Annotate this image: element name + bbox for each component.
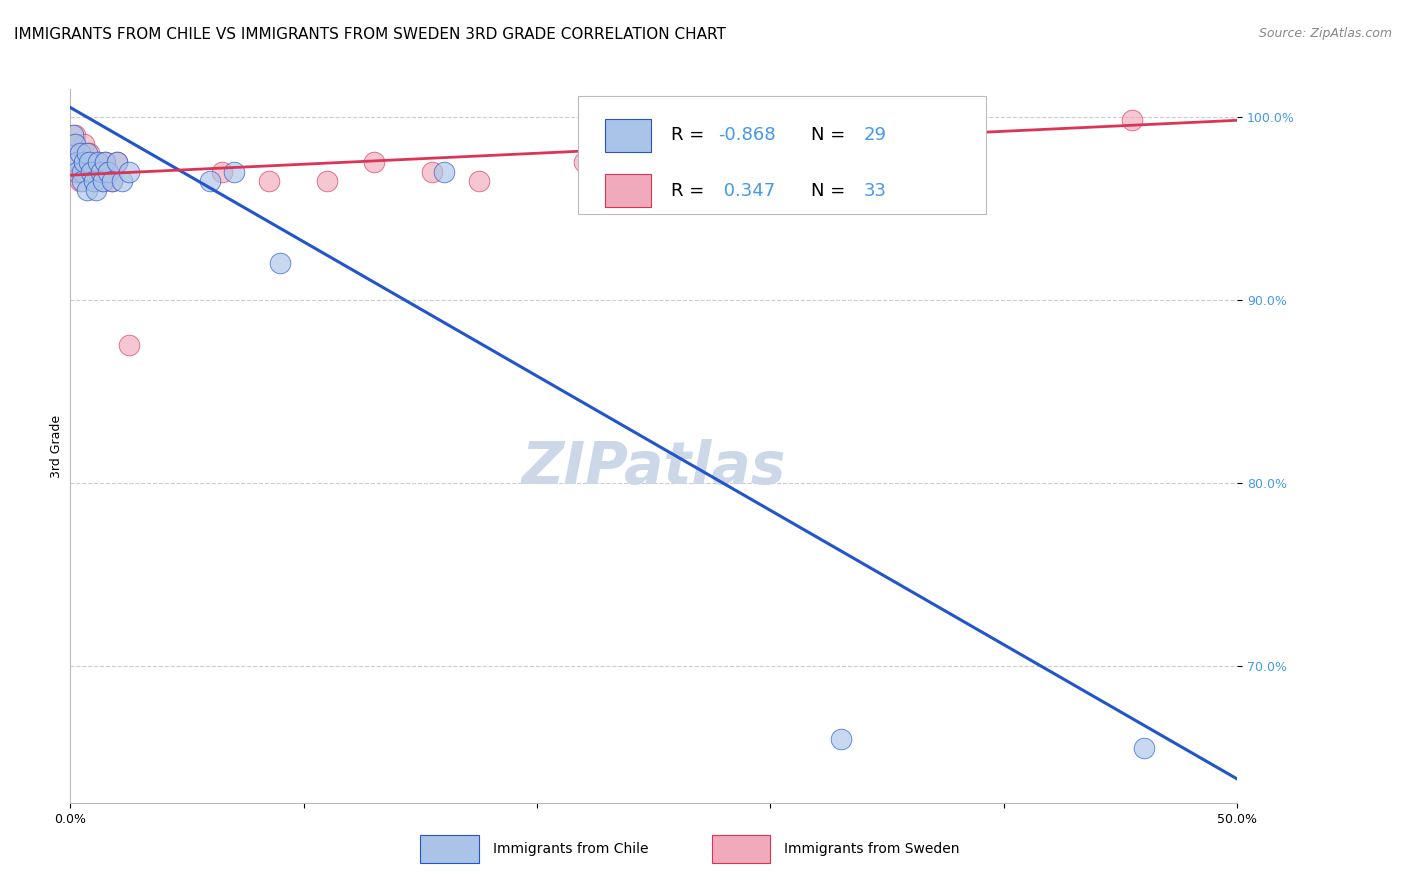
Text: 0.347: 0.347	[718, 182, 775, 200]
Point	[257, 174, 280, 188]
Text: 33: 33	[863, 182, 887, 200]
Point	[689, 174, 711, 188]
Point	[467, 174, 491, 188]
Text: R =: R =	[671, 127, 710, 145]
FancyBboxPatch shape	[605, 119, 651, 152]
Point	[101, 174, 124, 188]
Text: Immigrants from Sweden: Immigrants from Sweden	[785, 842, 960, 856]
Text: N =: N =	[811, 127, 851, 145]
Point	[66, 155, 89, 169]
Point	[63, 137, 86, 152]
Point	[118, 164, 141, 178]
Point	[69, 174, 91, 188]
Text: -0.868: -0.868	[718, 127, 776, 145]
Point	[572, 155, 595, 169]
Point	[97, 164, 120, 178]
Point	[316, 174, 339, 188]
Point	[91, 174, 114, 188]
FancyBboxPatch shape	[605, 174, 651, 207]
Point	[66, 164, 89, 178]
Point	[80, 164, 103, 178]
Point	[118, 338, 141, 352]
Point	[87, 155, 110, 169]
Point	[76, 146, 98, 161]
Point	[97, 164, 120, 178]
Point	[830, 731, 852, 746]
Point	[631, 164, 654, 178]
Point	[84, 155, 107, 169]
Point	[66, 155, 89, 169]
Point	[73, 137, 96, 152]
Y-axis label: 3rd Grade: 3rd Grade	[51, 415, 63, 477]
Point	[84, 183, 107, 197]
Point	[77, 146, 100, 161]
Point	[101, 174, 124, 188]
Point	[90, 164, 112, 178]
Point	[94, 155, 117, 169]
Point	[887, 164, 910, 178]
Point	[80, 164, 103, 178]
Point	[69, 164, 91, 178]
Point	[269, 256, 291, 270]
Point	[83, 174, 105, 188]
Text: Immigrants from Chile: Immigrants from Chile	[492, 842, 648, 856]
FancyBboxPatch shape	[578, 96, 987, 214]
Point	[62, 128, 84, 142]
Point	[1121, 113, 1143, 128]
Point	[83, 174, 105, 188]
Point	[77, 155, 100, 169]
Point	[841, 155, 863, 169]
Point	[105, 155, 128, 169]
Point	[105, 155, 128, 169]
Point	[91, 174, 114, 188]
Point	[63, 128, 86, 142]
Point	[94, 155, 117, 169]
FancyBboxPatch shape	[713, 835, 770, 863]
Text: R =: R =	[671, 182, 710, 200]
Point	[73, 155, 96, 169]
Point	[363, 155, 385, 169]
Point	[76, 183, 98, 197]
Text: N =: N =	[811, 182, 851, 200]
Point	[211, 164, 233, 178]
Point	[794, 164, 817, 178]
Text: ZIPatlas: ZIPatlas	[522, 439, 786, 496]
Point	[433, 164, 456, 178]
Point	[70, 174, 93, 188]
Point	[70, 164, 93, 178]
Point	[222, 164, 245, 178]
Point	[200, 174, 222, 188]
Text: IMMIGRANTS FROM CHILE VS IMMIGRANTS FROM SWEDEN 3RD GRADE CORRELATION CHART: IMMIGRANTS FROM CHILE VS IMMIGRANTS FROM…	[14, 27, 725, 42]
Point	[69, 146, 91, 161]
Point	[759, 155, 782, 169]
Text: 29: 29	[863, 127, 887, 145]
Point	[1133, 740, 1156, 755]
FancyBboxPatch shape	[420, 835, 478, 863]
Point	[62, 137, 84, 152]
Point	[420, 164, 443, 178]
Text: Source: ZipAtlas.com: Source: ZipAtlas.com	[1258, 27, 1392, 40]
Point	[70, 164, 93, 178]
Point	[76, 155, 98, 169]
Point	[111, 174, 134, 188]
Point	[87, 164, 110, 178]
